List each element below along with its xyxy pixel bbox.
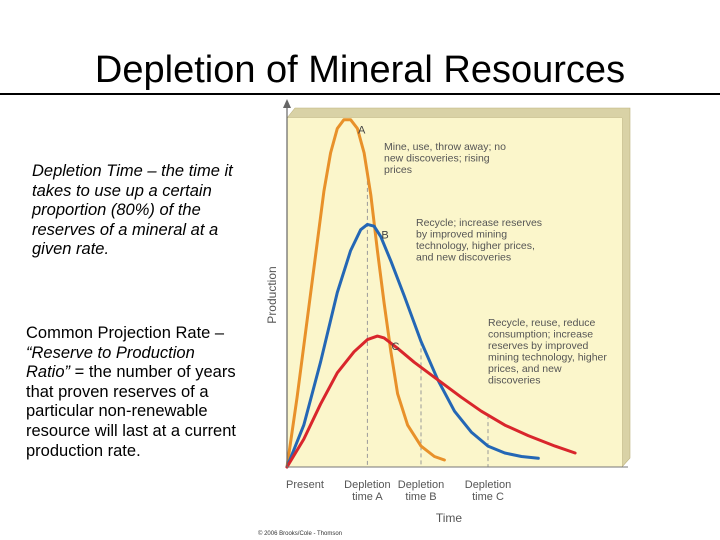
curve-b [285, 222, 540, 469]
slide-title: Depletion of Mineral Resources [94, 49, 626, 91]
annotation-c: reserves by improved [488, 340, 589, 352]
x-tick-label: time B [405, 491, 436, 503]
definition-text: – the time it takes to use up a certain … [32, 162, 233, 259]
definition-term: Depletion Time [32, 162, 143, 180]
projection-text: = the number of years that proven reserv… [26, 363, 236, 460]
x-tick-label: time C [472, 491, 504, 503]
y-axis-title: Production [265, 266, 279, 323]
projection-term: “Reserve to Production Ratio” [26, 343, 195, 382]
curve-markers: A B C [358, 125, 400, 353]
x-tick-label: Present [286, 479, 324, 491]
x-tick-label: Depletion [465, 479, 511, 491]
title-divider [0, 93, 720, 95]
curve-a [285, 118, 446, 469]
annotation-b: Recycle; increase reserves [416, 217, 542, 229]
annotation-b: by improved mining [416, 229, 507, 241]
curve-c [285, 334, 577, 469]
annotation-a: prices [384, 164, 412, 176]
annotation-c: discoveries [488, 375, 541, 387]
x-axis-title: Time [436, 511, 463, 525]
annotation-c: mining technology, higher [488, 352, 607, 364]
production-curves [285, 118, 577, 469]
curve-marker-a: A [358, 125, 366, 137]
depletion-time-definition: Depletion Time – the time it takes to us… [32, 162, 237, 260]
projection-rate-definition: Common Projection Rate – “Reserve to Pro… [26, 324, 236, 461]
projection-lead: Common Projection Rate – [26, 324, 225, 342]
annotation-c: consumption; increase [488, 329, 593, 341]
annotation-c: Recycle, reuse, reduce [488, 317, 596, 329]
x-tick-label: Depletion [398, 479, 444, 491]
curve-marker-b: B [381, 229, 388, 241]
annotation-b: technology, higher prices, [416, 240, 535, 252]
annotation-c: prices, and new [488, 363, 562, 375]
annotation-a: new discoveries; rising [384, 153, 490, 165]
annotation-a: Mine, use, throw away; no [384, 141, 506, 153]
depletion-guides [366, 173, 489, 467]
curve-marker-c: C [391, 341, 399, 353]
y-axis-arrow [283, 99, 291, 108]
credit-line: © 2006 Brooks/Cole - Thomson [258, 531, 343, 537]
x-tick-label: Depletion [344, 479, 390, 491]
annotation-b: and new discoveries [416, 252, 511, 264]
x-tick-label: time A [352, 491, 383, 503]
